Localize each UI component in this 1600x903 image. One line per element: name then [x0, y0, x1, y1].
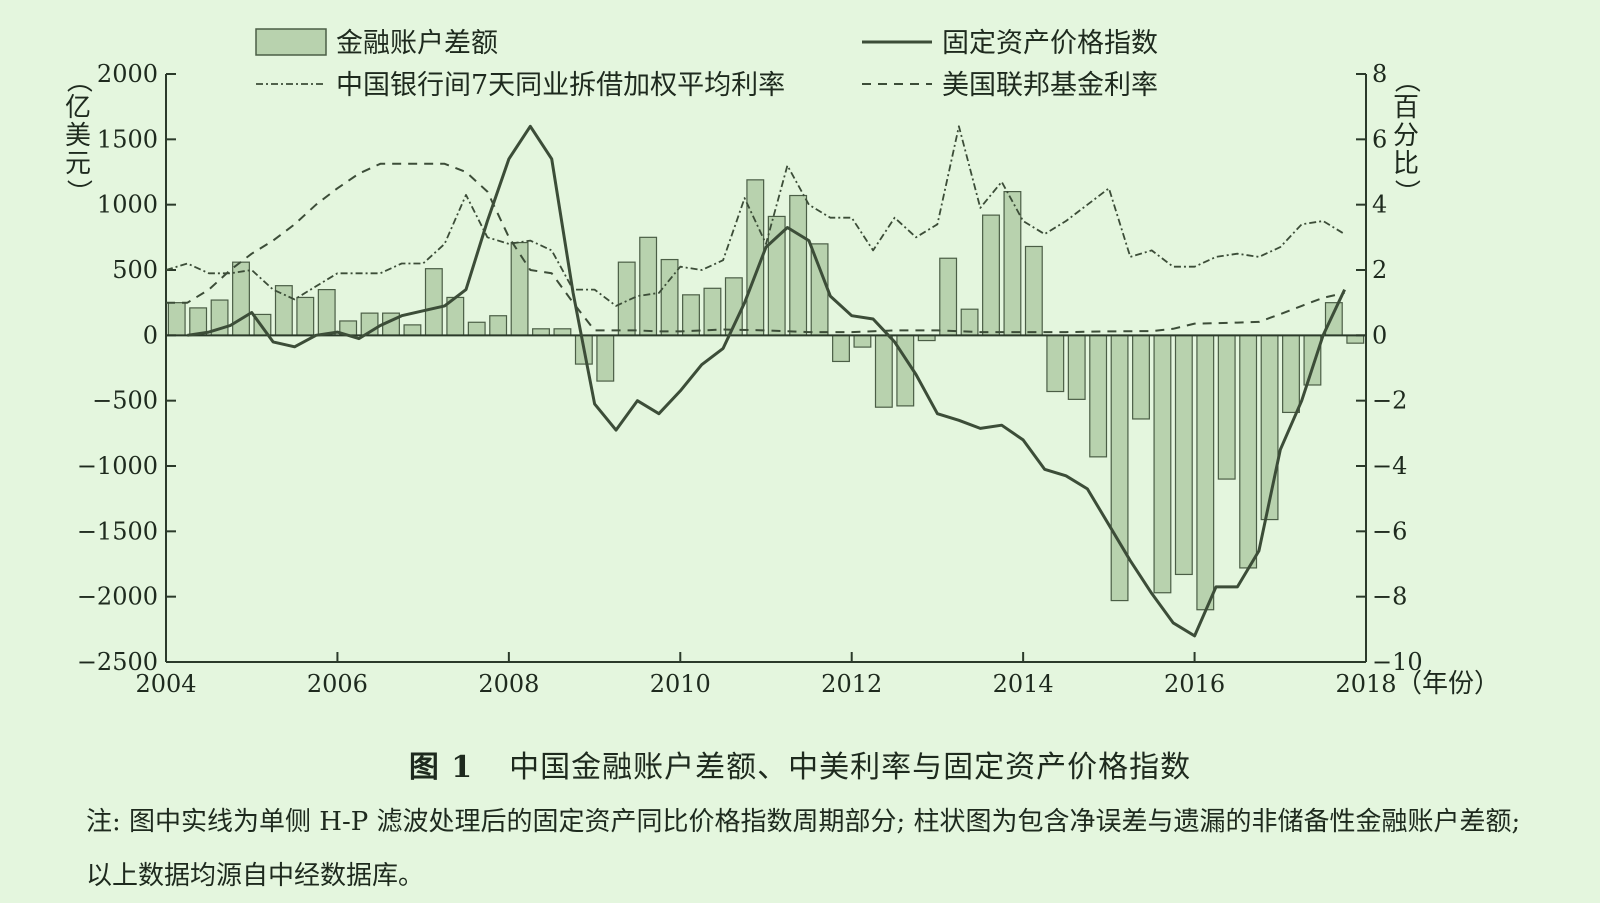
- bar: [167, 302, 186, 336]
- bar: [1024, 245, 1043, 336]
- x-tick-label: 2016: [1164, 670, 1225, 698]
- bar: [810, 243, 829, 336]
- left-tick-label: 500: [112, 256, 158, 284]
- right-tick-label: −8: [1372, 583, 1407, 611]
- x-tick-label: 2004: [135, 670, 196, 698]
- figure-title: 中国金融账户差额、中美利率与固定资产价格指数: [509, 750, 1192, 785]
- line-dashed: [166, 162, 1345, 334]
- bar: [1046, 334, 1065, 393]
- bar: [789, 194, 808, 336]
- bar: [767, 215, 786, 336]
- bar: [489, 315, 508, 336]
- x-tick-label: 2008: [478, 670, 539, 698]
- left-tick-label: −1500: [77, 517, 158, 545]
- left-axis-title: （亿美元）: [63, 67, 93, 205]
- x-tick-label: 2006: [307, 670, 368, 698]
- bar: [467, 321, 486, 336]
- bar: [1196, 334, 1215, 611]
- left-tick-label: −1000: [77, 452, 158, 480]
- left-tick-label: 1500: [97, 125, 158, 153]
- figure-note: 注: 图中实线为单侧 H-P 滤波处理后的固定资产同比价格指数周期部分; 柱状图…: [86, 807, 1521, 891]
- legend-label: 美国联邦基金利率: [942, 70, 1158, 101]
- x-tick-label: 2010: [650, 670, 711, 698]
- x-axis-title: （年份）: [1396, 669, 1500, 699]
- right-tick-label: −6: [1372, 517, 1407, 545]
- axis-title-char: 分: [1393, 121, 1419, 151]
- bar: [1239, 334, 1258, 569]
- line-solid: [187, 124, 1346, 638]
- line-series-group: [165, 124, 1346, 638]
- right-tick-label: 6: [1372, 125, 1387, 153]
- axis-titles: （亿美元）（百分比）（年份）: [63, 67, 1500, 699]
- bar: [1260, 334, 1279, 521]
- left-tick-label: 0: [143, 321, 158, 349]
- left-tick-label: 2000: [97, 60, 158, 88]
- figure-number: 图 1: [408, 750, 474, 785]
- bar: [1324, 302, 1343, 336]
- axis-title-char: 美: [65, 121, 91, 151]
- bar: [832, 334, 850, 363]
- bar: [189, 307, 208, 336]
- right-axis-title: （百分比）: [1391, 67, 1421, 205]
- bar: [1067, 334, 1086, 400]
- right-tick-label: 4: [1372, 191, 1387, 219]
- bar: [1174, 334, 1193, 576]
- bar: [1132, 334, 1150, 420]
- bar: [1346, 334, 1365, 344]
- left-tick-label: −500: [92, 387, 158, 415]
- bar: [639, 236, 658, 336]
- bar: [596, 334, 615, 382]
- right-tick-label: −10: [1372, 648, 1423, 676]
- axis-title-char: 元: [65, 149, 91, 179]
- bar: [1217, 334, 1236, 480]
- left-tick-label: −2000: [77, 583, 158, 611]
- bar: [1282, 334, 1300, 414]
- axis-title-char: 百: [1393, 93, 1419, 123]
- legend-label: 固定资产价格指数: [942, 28, 1158, 59]
- bar: [896, 334, 915, 407]
- right-tick-label: −2: [1372, 387, 1407, 415]
- bar: [874, 334, 893, 408]
- left-tick-label: −2500: [77, 648, 158, 676]
- bar: [1110, 334, 1129, 602]
- bar: [853, 334, 872, 348]
- chart-svg: 2000 1500 1000 500 0 −500 −1000 −1500 −2000 −2500…: [63, 28, 1500, 699]
- right-tick-label: −4: [1372, 452, 1407, 480]
- x-tick-label: 2014: [993, 670, 1054, 698]
- x-tick-label: 2012: [821, 670, 882, 698]
- bar: [660, 258, 679, 336]
- legend-label: 中国银行间7天同业拆借加权平均利率: [336, 70, 785, 101]
- x-tick-label: 2018: [1335, 670, 1396, 698]
- bar: [1303, 334, 1322, 386]
- right-tick-label: 8: [1372, 60, 1387, 88]
- axis-title-char: 比: [1393, 149, 1419, 179]
- bar: [510, 241, 529, 336]
- right-tick-label: 0: [1372, 321, 1387, 349]
- bar: [703, 287, 722, 336]
- legend-swatch-bar: [255, 28, 327, 56]
- line-dashdot: [165, 125, 1346, 307]
- bar: [317, 289, 336, 336]
- bar: [274, 285, 293, 336]
- left-tick-label: 1000: [97, 191, 158, 219]
- axis-title-char: ）: [1391, 179, 1421, 205]
- bar: [1089, 334, 1108, 458]
- legend-label: 金融账户差额: [336, 28, 498, 59]
- axis-title-char: （: [1391, 67, 1421, 93]
- axis-title-char: ）: [63, 179, 93, 205]
- bar: [232, 261, 250, 336]
- bar: [982, 214, 1000, 336]
- right-tick-label: 2: [1372, 256, 1387, 284]
- bar: [1153, 334, 1172, 594]
- axis-title-char: （: [63, 67, 93, 93]
- chart: 2000 1500 1000 500 0 −500 −1000 −1500 −2000 −2500…: [63, 28, 1500, 699]
- bar: [296, 296, 315, 336]
- bar: [424, 268, 443, 336]
- bar: [939, 257, 958, 336]
- axis-title-char: 亿: [65, 93, 91, 123]
- bar: [682, 294, 700, 336]
- figure-caption: 图 1 中国金融账户差额、中美利率与固定资产价格指数: [0, 742, 1600, 786]
- bar: [403, 324, 422, 336]
